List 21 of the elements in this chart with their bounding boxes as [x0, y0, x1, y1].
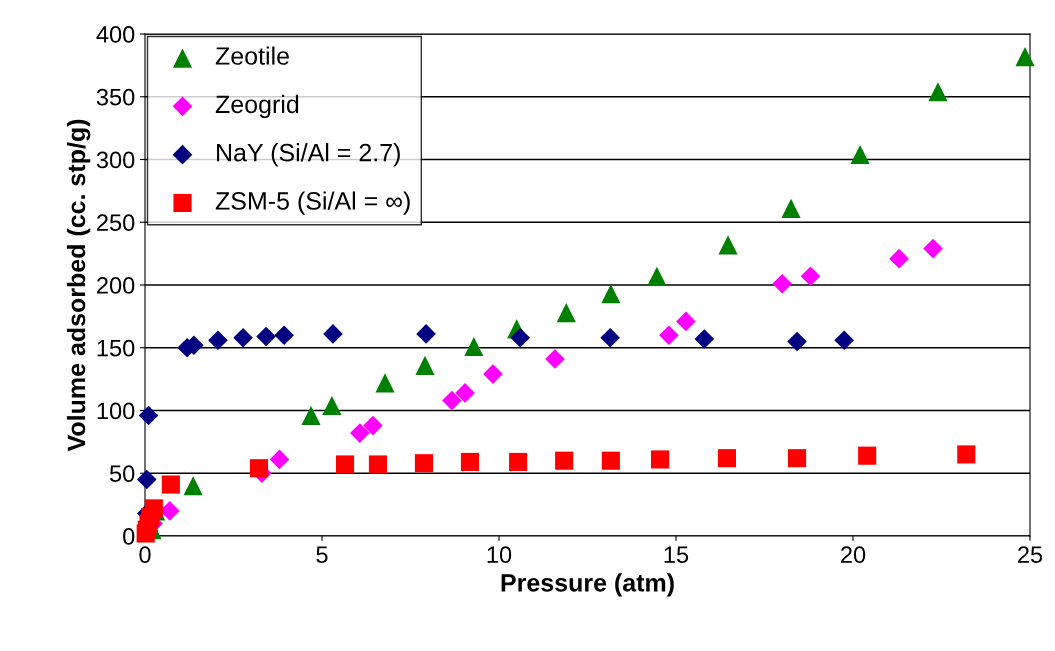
y-tick-label: 250: [97, 214, 135, 232]
y-tick-label: 300: [96, 151, 135, 169]
y-axis-title: Volume adsorbed (cc. stp/g): [66, 119, 91, 452]
y-tick-label: 100: [97, 402, 135, 420]
y-tick-label: 50: [109, 465, 135, 483]
legend-label: NaY (Si/Al = 2.7): [217, 143, 400, 167]
legend-label: ZSM-5 (Si/Al = ∞): [215, 191, 410, 215]
x-tick-label: 20: [841, 546, 866, 564]
legend-label: Zeogrid: [215, 94, 299, 119]
x-tick-label: 5: [316, 546, 328, 564]
y-tick-label: 400: [96, 26, 135, 43]
y-tick-label: 200: [97, 277, 135, 294]
x-axis-title: Pressure (atm): [501, 573, 674, 597]
x-tick-label: 25: [1018, 546, 1043, 564]
x-tick-label: 0: [139, 546, 151, 564]
y-tick-label: 150: [97, 339, 135, 357]
x-tick-label: 10: [487, 546, 512, 564]
legend-label: Zeotile: [215, 46, 289, 65]
y-tick-label: 0: [123, 528, 135, 545]
y-tick-label: 350: [96, 88, 135, 106]
x-tick-label: 15: [664, 546, 689, 564]
